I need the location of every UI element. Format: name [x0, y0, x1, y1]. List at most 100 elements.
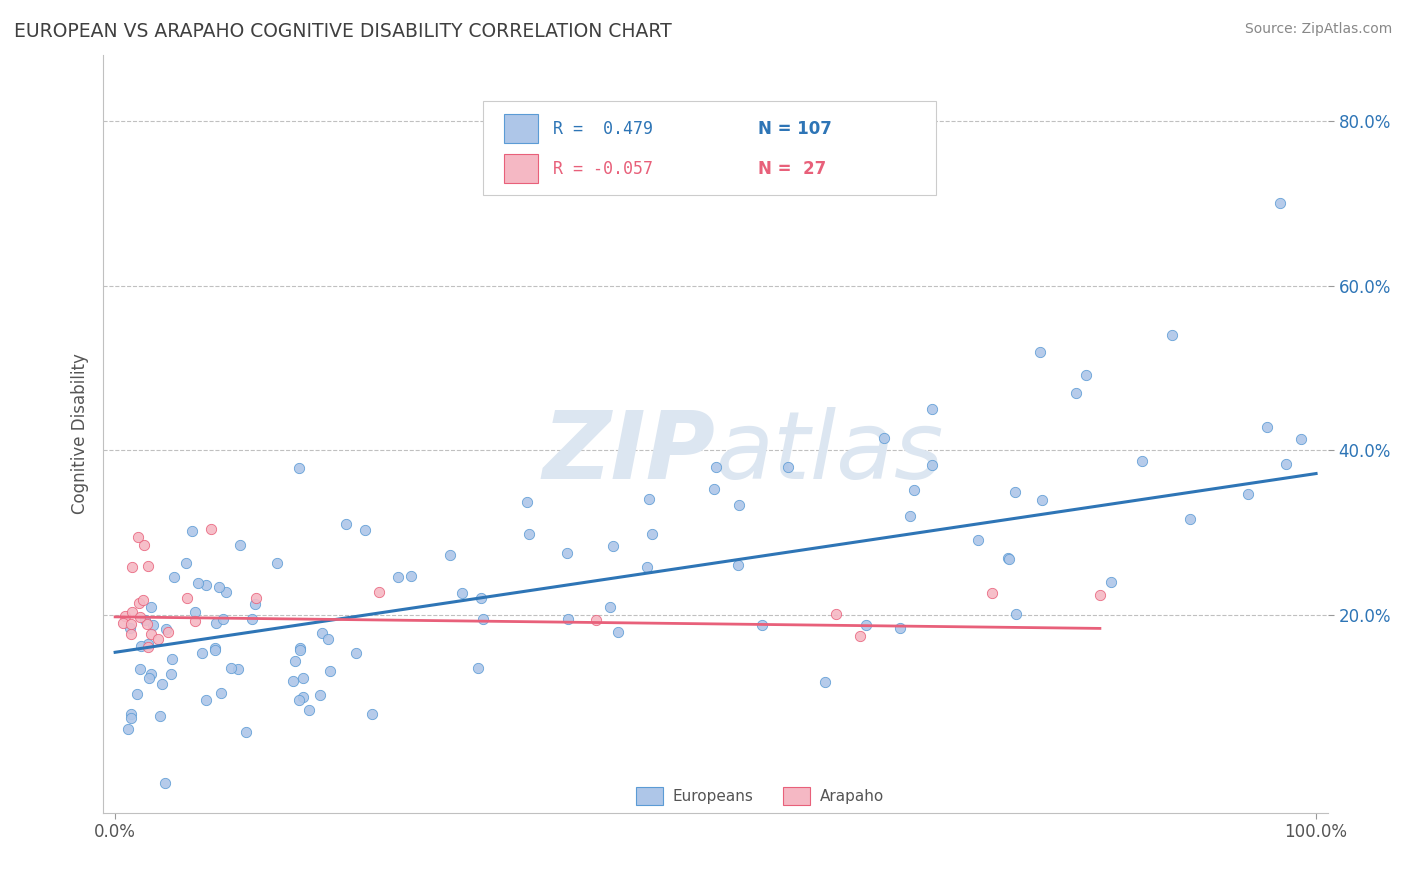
- Point: [439, 548, 461, 562]
- Point: [980, 586, 1002, 600]
- Point: [142, 617, 165, 632]
- Text: N =  27: N = 27: [758, 160, 827, 178]
- Point: [298, 703, 321, 717]
- FancyBboxPatch shape: [503, 154, 538, 183]
- Point: [399, 569, 422, 583]
- Point: [136, 640, 159, 655]
- Point: [132, 538, 155, 552]
- Point: [245, 591, 267, 605]
- Point: [229, 539, 252, 553]
- Point: [728, 498, 751, 512]
- FancyBboxPatch shape: [503, 114, 538, 143]
- Point: [824, 607, 846, 621]
- Point: [997, 550, 1019, 565]
- Point: [1099, 575, 1122, 590]
- Point: [111, 615, 134, 630]
- Point: [221, 660, 243, 674]
- Point: [283, 674, 305, 689]
- Point: [215, 585, 238, 599]
- Point: [138, 671, 160, 685]
- Text: EUROPEAN VS ARAPAHO COGNITIVE DISABILITY CORRELATION CHART: EUROPEAN VS ARAPAHO COGNITIVE DISABILITY…: [14, 22, 672, 41]
- Point: [557, 611, 579, 625]
- Point: [967, 533, 990, 547]
- Point: [638, 491, 661, 506]
- Point: [139, 627, 162, 641]
- Point: [1275, 458, 1298, 472]
- Point: [1088, 588, 1111, 602]
- Point: [129, 662, 152, 676]
- Text: ZIP: ZIP: [543, 407, 716, 499]
- Point: [195, 693, 218, 707]
- Point: [291, 671, 314, 685]
- Point: [319, 664, 342, 678]
- Point: [127, 530, 149, 544]
- Point: [121, 605, 143, 619]
- Point: [292, 690, 315, 704]
- Point: [160, 652, 183, 666]
- Y-axis label: Cognitive Disability: Cognitive Disability: [72, 353, 89, 515]
- Point: [204, 642, 226, 657]
- Point: [120, 711, 142, 725]
- Point: [848, 629, 870, 643]
- Point: [641, 526, 664, 541]
- Point: [361, 706, 384, 721]
- Point: [1256, 420, 1278, 434]
- Point: [141, 599, 163, 614]
- Point: [921, 458, 943, 472]
- Point: [472, 612, 495, 626]
- Point: [155, 622, 177, 636]
- Point: [134, 613, 156, 627]
- Point: [136, 558, 159, 573]
- Point: [335, 516, 357, 531]
- Point: [157, 625, 180, 640]
- FancyBboxPatch shape: [636, 787, 664, 805]
- Point: [163, 570, 186, 584]
- Point: [204, 640, 226, 655]
- Point: [727, 558, 749, 572]
- Point: [470, 591, 492, 605]
- Point: [120, 626, 142, 640]
- Point: [1291, 432, 1313, 446]
- Point: [240, 612, 263, 626]
- Point: [873, 431, 896, 445]
- Point: [776, 460, 799, 475]
- Point: [599, 599, 621, 614]
- Point: [129, 640, 152, 654]
- Point: [636, 560, 658, 574]
- Point: [153, 776, 176, 790]
- Point: [1130, 453, 1153, 467]
- Point: [368, 585, 391, 599]
- Point: [607, 625, 630, 640]
- Point: [1161, 328, 1184, 343]
- Point: [235, 725, 257, 739]
- Point: [921, 402, 943, 417]
- Point: [898, 508, 921, 523]
- Point: [1074, 368, 1097, 382]
- Point: [266, 556, 288, 570]
- Point: [1064, 385, 1087, 400]
- Point: [183, 605, 205, 619]
- Point: [344, 646, 367, 660]
- Point: [1005, 607, 1028, 622]
- Point: [1237, 487, 1260, 501]
- Point: [136, 616, 159, 631]
- Point: [114, 608, 136, 623]
- Point: [516, 495, 538, 509]
- Point: [176, 591, 198, 605]
- Point: [226, 662, 249, 676]
- Point: [290, 643, 312, 657]
- Point: [1031, 492, 1053, 507]
- Point: [704, 460, 727, 475]
- Point: [309, 688, 332, 702]
- Point: [555, 546, 578, 560]
- Point: [284, 654, 307, 668]
- Text: N = 107: N = 107: [758, 120, 832, 137]
- Point: [150, 677, 173, 691]
- Point: [129, 609, 152, 624]
- Text: R = -0.057: R = -0.057: [553, 160, 652, 178]
- Point: [120, 706, 142, 721]
- Point: [190, 646, 212, 660]
- Point: [903, 483, 925, 497]
- Point: [146, 632, 169, 646]
- Point: [311, 626, 333, 640]
